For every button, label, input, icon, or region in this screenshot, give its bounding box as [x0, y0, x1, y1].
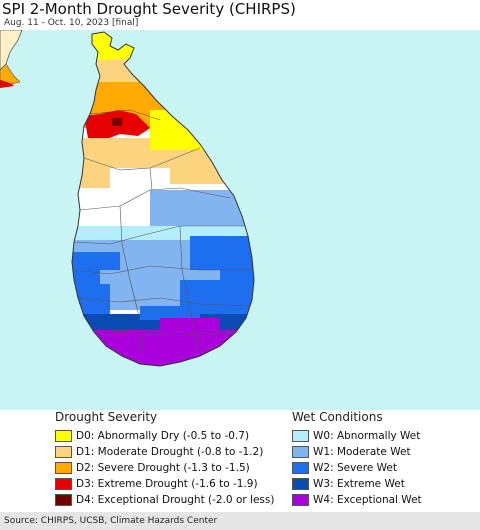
- swatch-d4: [55, 493, 72, 506]
- legend-label-w2: W2: Severe Wet: [313, 461, 397, 474]
- legend-item-d1: D1: Moderate Drought (-0.8 to -1.2): [55, 444, 263, 459]
- swatch-w2: [292, 461, 309, 474]
- footer: Source: CHIRPS, UCSB, Climate Hazards Ce…: [0, 512, 480, 530]
- legend-label-d3: D3: Extreme Drought (-1.6 to -1.9): [76, 477, 258, 490]
- legend-item-d4: D4: Exceptional Drought (-2.0 or less): [55, 492, 274, 507]
- legend-item-w2: W2: Severe Wet: [292, 460, 397, 475]
- legend-label-w4: W4: Exceptional Wet: [313, 493, 422, 506]
- legend: Drought Severity Wet Conditions D0: Abno…: [0, 410, 480, 512]
- wet-legend-heading: Wet Conditions: [292, 410, 383, 424]
- map-title: SPI 2-Month Drought Severity (CHIRPS): [2, 0, 296, 18]
- district-borders: [71, 109, 253, 365]
- header: SPI 2-Month Drought Severity (CHIRPS) Au…: [0, 0, 480, 30]
- legend-item-w0: W0: Abnormally Wet: [292, 428, 420, 443]
- legend-label-d1: D1: Moderate Drought (-0.8 to -1.2): [76, 445, 264, 458]
- legend-item-d0: D0: Abnormally Dry (-0.5 to -0.7): [55, 428, 249, 443]
- legend-label-d2: D2: Severe Drought (-1.3 to -1.5): [76, 461, 250, 474]
- map-canvas: [0, 30, 480, 410]
- legend-item-d3: D3: Extreme Drought (-1.6 to -1.9): [55, 476, 258, 491]
- india-mainland: [0, 30, 23, 71]
- swatch-w4: [292, 493, 309, 506]
- swatch-w3: [292, 477, 309, 490]
- legend-label-d4: D4: Exceptional Drought (-2.0 or less): [76, 493, 275, 506]
- legend-label-w3: W3: Extreme Wet: [313, 477, 405, 490]
- swatch-d2: [55, 461, 72, 474]
- map-subtitle: Aug. 11 - Oct. 10, 2023 [final]: [4, 18, 139, 28]
- legend-label-w1: W1: Moderate Wet: [313, 445, 411, 458]
- india-coast-wet: [0, 63, 21, 85]
- drought-map: [0, 30, 480, 410]
- india-coast-red: [0, 80, 14, 88]
- legend-label-d0: D0: Abnormally Dry (-0.5 to -0.7): [76, 429, 250, 442]
- legend-item-w3: W3: Extreme Wet: [292, 476, 405, 491]
- drought-legend-heading: Drought Severity: [55, 410, 158, 424]
- swatch-w1: [292, 445, 309, 458]
- legend-item-d2: D2: Severe Drought (-1.3 to -1.5): [55, 460, 250, 475]
- source-credit: Source: CHIRPS, UCSB, Climate Hazards Ce…: [4, 516, 218, 526]
- swatch-d1: [55, 445, 72, 458]
- swatch-w0: [292, 429, 309, 442]
- swatch-d0: [55, 429, 72, 442]
- legend-item-w4: W4: Exceptional Wet: [292, 492, 422, 507]
- legend-item-w1: W1: Moderate Wet: [292, 444, 411, 459]
- legend-label-w0: W0: Abnormally Wet: [313, 429, 421, 442]
- swatch-d3: [55, 477, 72, 490]
